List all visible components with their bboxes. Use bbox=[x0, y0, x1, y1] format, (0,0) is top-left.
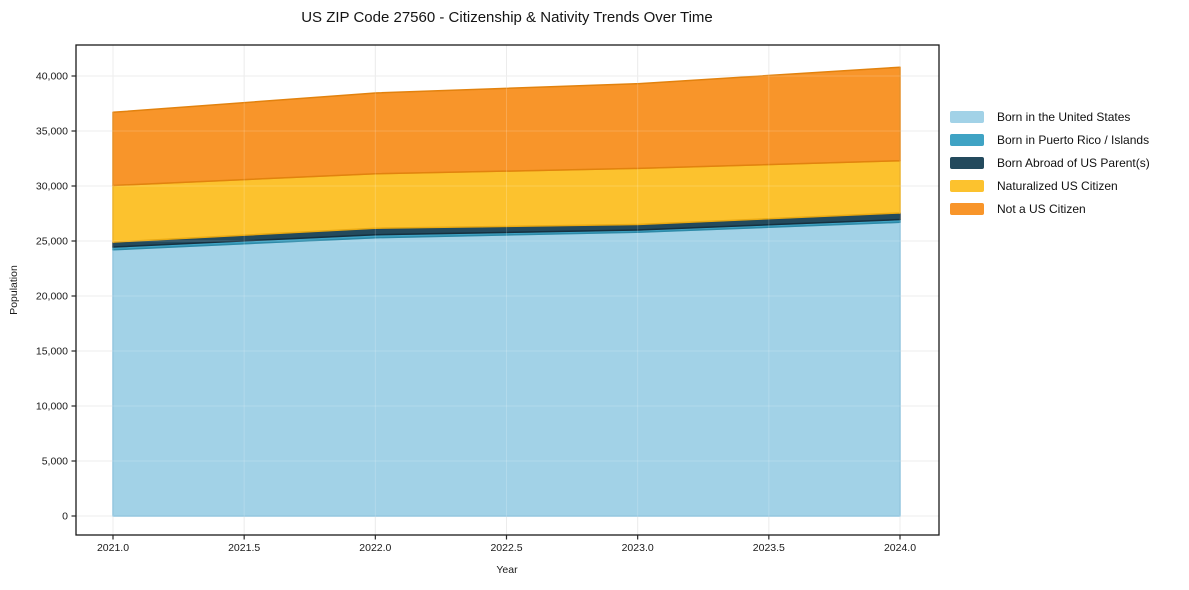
y-tick-label: 10,000 bbox=[36, 401, 68, 413]
y-tick-label: 35,000 bbox=[36, 126, 68, 138]
y-tick-label: 20,000 bbox=[36, 291, 68, 303]
legend-label: Born in the United States bbox=[997, 109, 1131, 124]
x-tick-label: 2023.5 bbox=[753, 542, 785, 554]
y-tick-label: 15,000 bbox=[36, 346, 68, 358]
legend-row: Born in Puerto Rico / Islands bbox=[950, 128, 1150, 151]
x-tick-label: 2021.5 bbox=[228, 542, 260, 554]
legend-row: Naturalized US Citizen bbox=[950, 174, 1150, 197]
legend-row: Born in the United States bbox=[950, 105, 1150, 128]
legend-row: Not a US Citizen bbox=[950, 197, 1150, 220]
legend-swatch bbox=[950, 133, 984, 146]
legend-label: Not a US Citizen bbox=[997, 201, 1086, 216]
y-tick-label: 0 bbox=[62, 511, 68, 523]
x-tick-label: 2023.0 bbox=[622, 542, 654, 554]
y-tick-label: 30,000 bbox=[36, 181, 68, 193]
legend-label: Naturalized US Citizen bbox=[997, 178, 1118, 193]
y-tick-label: 5,000 bbox=[42, 456, 68, 468]
legend-swatch bbox=[950, 179, 984, 192]
legend-label: Born Abroad of US Parent(s) bbox=[997, 155, 1150, 170]
y-tick-label: 40,000 bbox=[36, 71, 68, 83]
plot-frame bbox=[75, 44, 940, 536]
y-axis-label: Population bbox=[8, 265, 20, 315]
legend: Born in the United States Born in Puerto … bbox=[950, 105, 1150, 220]
x-tick-label: 2022.0 bbox=[359, 542, 391, 554]
y-tick-label: 25,000 bbox=[36, 236, 68, 248]
legend-swatch bbox=[950, 202, 984, 215]
legend-swatch bbox=[950, 156, 984, 169]
chart-title: US ZIP Code 27560 - Citizenship & Nativi… bbox=[301, 9, 713, 26]
x-tick-label: 2021.0 bbox=[97, 542, 129, 554]
x-tick-label: 2024.0 bbox=[884, 542, 916, 554]
area-layer bbox=[112, 66, 901, 187]
legend-label: Born in Puerto Rico / Islands bbox=[997, 132, 1150, 147]
x-axis-label: Year bbox=[496, 564, 518, 576]
legend-swatch bbox=[950, 110, 984, 123]
legend-row: Born Abroad of US Parent(s) bbox=[950, 151, 1150, 174]
x-tick-label: 2022.5 bbox=[490, 542, 522, 554]
